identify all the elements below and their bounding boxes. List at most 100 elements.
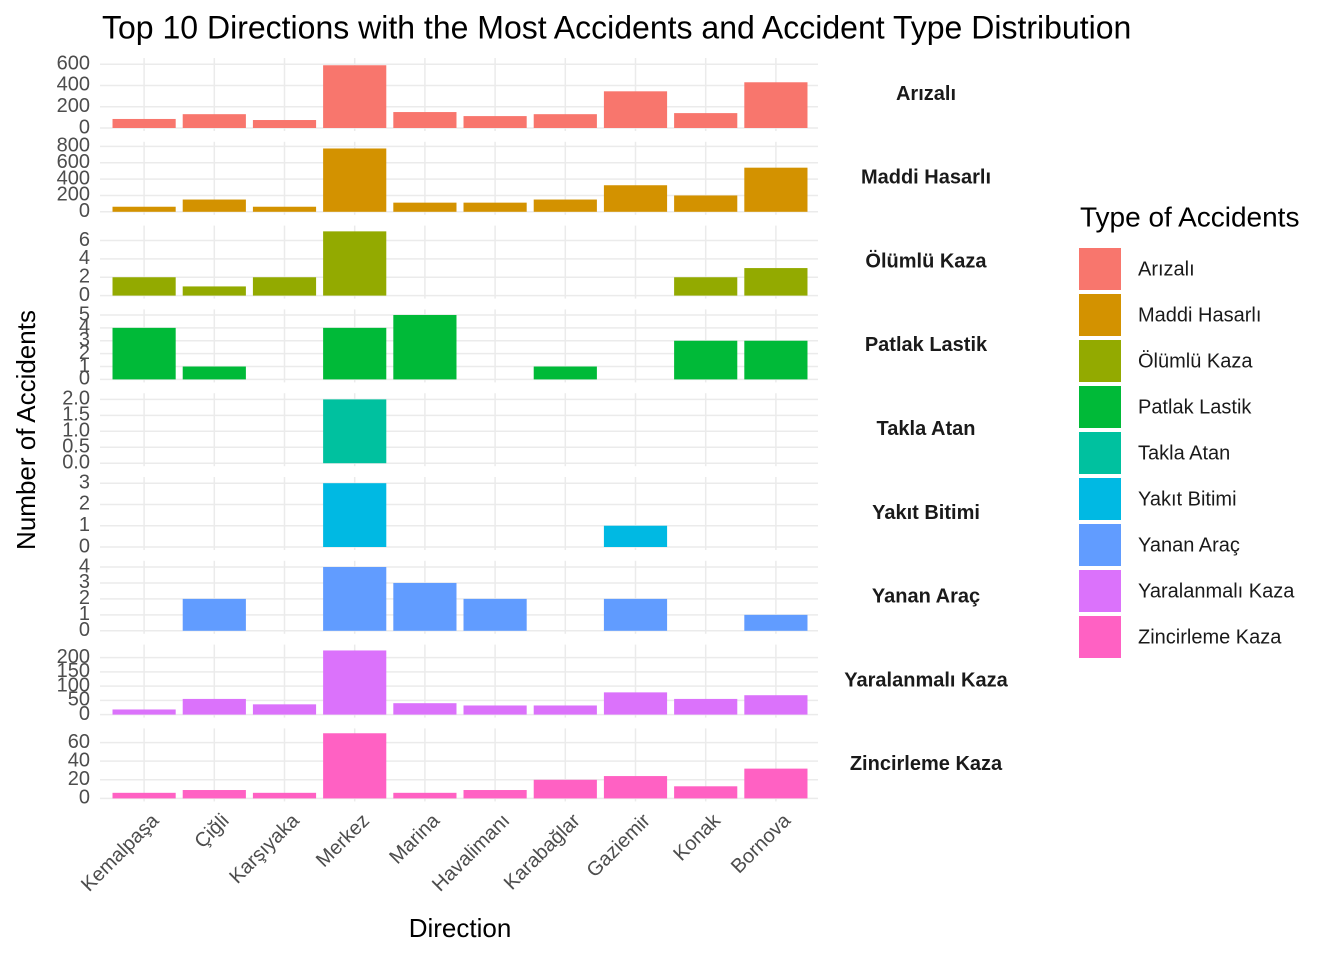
bar — [674, 698, 738, 715]
y-tick-label: 1 — [79, 514, 90, 536]
bar — [744, 268, 808, 296]
bar — [393, 112, 457, 128]
legend-label: Yakıt Bitimi — [1138, 488, 1237, 510]
x-tick-label: Konak — [669, 809, 725, 865]
bar — [323, 148, 387, 212]
bar — [252, 206, 317, 212]
y-tick-label: 4 — [79, 247, 90, 269]
bar — [323, 399, 387, 464]
strip-label: Ölümlü Kaza — [865, 249, 987, 272]
y-tick-label: 0 — [79, 368, 90, 390]
legend-key — [1079, 616, 1121, 658]
y-tick-label: 600 — [57, 52, 90, 74]
strip-label: Zincirleme Kaza — [850, 753, 1003, 775]
y-tick-label: 3 — [79, 329, 90, 351]
bar — [252, 120, 317, 128]
bar — [744, 695, 808, 715]
bar — [112, 327, 176, 380]
y-tick-label: 0 — [79, 619, 90, 641]
legend-label: Ölümlü Kaza — [1138, 350, 1253, 372]
bar — [463, 202, 527, 212]
y-tick-label: 200 — [57, 184, 90, 206]
bar — [182, 698, 246, 715]
y-tick-label: 800 — [57, 135, 90, 157]
bar — [463, 116, 527, 128]
bar — [393, 703, 457, 715]
legend-key — [1079, 570, 1121, 612]
bar — [533, 199, 597, 212]
bar — [182, 199, 246, 212]
y-tick-label: 2 — [79, 266, 90, 288]
y-tick-label: 3 — [79, 471, 90, 493]
y-tick-label: 4 — [79, 555, 90, 577]
y-tick-label: 0 — [79, 116, 90, 138]
y-tick-label: 600 — [57, 151, 90, 173]
legend-key — [1079, 294, 1121, 336]
bar — [323, 327, 387, 380]
y-tick-label: 2 — [79, 493, 90, 515]
y-tick-label: 1 — [79, 355, 90, 377]
legend-label: Takla Atan — [1138, 442, 1230, 464]
bar — [674, 277, 738, 296]
y-tick-label: 6 — [79, 229, 90, 251]
legend-label: Yaralanmalı Kaza — [1138, 580, 1295, 602]
y-tick-label: 0.0 — [62, 451, 90, 473]
y-tick-label: 4 — [79, 316, 90, 338]
y-tick-label: 1.5 — [62, 404, 90, 426]
legend-key — [1079, 340, 1121, 382]
bar — [112, 118, 176, 128]
y-axis-label: Number of Accidents — [11, 310, 41, 550]
y-tick-label: 5 — [79, 303, 90, 325]
bar — [323, 231, 387, 296]
strip-label: Yanan Araç — [872, 586, 980, 608]
bar — [463, 598, 527, 631]
bar — [393, 792, 457, 799]
y-tick-label: 0 — [79, 284, 90, 306]
bar — [463, 705, 527, 715]
legend-key — [1079, 248, 1121, 290]
y-tick-label: 150 — [57, 660, 90, 682]
bar — [533, 705, 597, 715]
bar — [323, 65, 387, 128]
bar — [323, 566, 387, 631]
legend-title: Type of Accidents — [1080, 201, 1299, 232]
y-tick-label: 2 — [79, 587, 90, 609]
bar — [112, 206, 176, 212]
bar — [323, 733, 387, 799]
strip-label: Takla Atan — [877, 418, 976, 440]
bar — [112, 792, 176, 799]
bar — [533, 366, 597, 380]
y-tick-label: 100 — [57, 674, 90, 696]
y-tick-label: 0 — [79, 787, 90, 809]
y-tick-label: 50 — [68, 689, 90, 711]
bar — [463, 790, 527, 799]
x-tick-label: Merkez — [312, 810, 374, 872]
x-tick-label: Marina — [385, 809, 444, 868]
y-tick-label: 0 — [79, 535, 90, 557]
legend-label: Yanan Araç — [1138, 534, 1240, 556]
y-tick-label: 2.0 — [62, 388, 90, 410]
bar — [744, 82, 808, 128]
y-tick-label: 60 — [68, 731, 90, 753]
bar — [252, 704, 317, 715]
x-tick-label: Karşıyaka — [225, 809, 304, 888]
bar — [744, 614, 808, 631]
y-tick-label: 400 — [57, 74, 90, 96]
bar — [112, 709, 176, 715]
bar — [533, 114, 597, 128]
x-tick-label: Bornova — [727, 809, 796, 878]
strip-label: Patlak Lastik — [865, 334, 988, 356]
bar — [533, 779, 597, 799]
x-tick-label: Çiğli — [191, 810, 234, 853]
y-tick-label: 0.5 — [62, 436, 90, 458]
legend-label: Arızalı — [1138, 258, 1195, 280]
y-tick-label: 2 — [79, 342, 90, 364]
bar — [674, 786, 738, 799]
strip-label: Maddi Hasarlı — [861, 167, 991, 189]
bar — [603, 692, 668, 715]
bar — [323, 483, 387, 547]
bar — [182, 598, 246, 631]
bar — [603, 598, 668, 631]
x-tick-label: Gaziemir — [583, 809, 655, 881]
